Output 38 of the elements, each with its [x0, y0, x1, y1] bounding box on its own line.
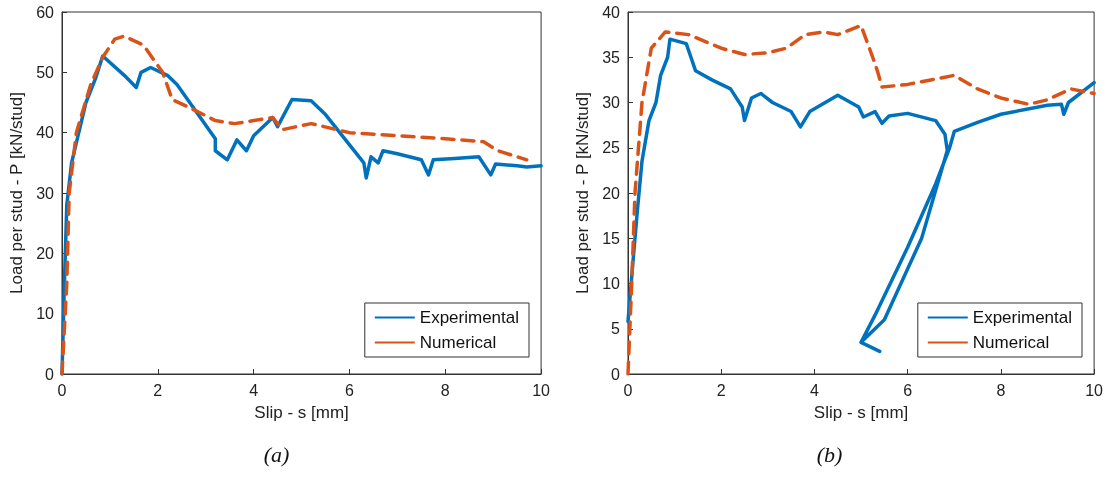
- x-tick-label: 8: [440, 381, 450, 399]
- y-tick-label: 60: [36, 3, 55, 21]
- y-tick-label: 5: [611, 320, 621, 338]
- y-tick-label: 30: [36, 184, 55, 202]
- y-tick-label: 20: [36, 244, 55, 262]
- y-tick-label: 30: [602, 94, 621, 111]
- y-tick-label: 0: [45, 365, 55, 383]
- legend-label: Experimental: [972, 308, 1073, 327]
- x-tick-label: 10: [1085, 381, 1104, 399]
- x-tick-label: 6: [345, 381, 355, 399]
- y-axis-title: Load per stud - P [kN/stud]: [7, 92, 27, 294]
- y-tick-label: 10: [36, 305, 55, 323]
- y-tick-label: 35: [602, 48, 621, 66]
- y-tick-label: 20: [602, 184, 621, 202]
- legend-label: Numerical: [972, 333, 1050, 352]
- legend-label: Numerical: [419, 333, 497, 352]
- x-axis-title: Slip - s [mm]: [813, 403, 909, 422]
- x-tick-label: 2: [153, 381, 163, 399]
- x-tick-label: 6: [903, 381, 913, 399]
- y-axis-title: Load per stud - P [kN/stud]: [573, 92, 593, 294]
- x-tick-label: 4: [249, 381, 259, 399]
- x-tick-label: 4: [809, 381, 819, 399]
- x-axis-title: Slip - s [mm]: [254, 403, 349, 422]
- text: (a): [263, 441, 290, 467]
- y-tick-label: 10: [602, 275, 621, 292]
- x-tick-label: 10: [532, 381, 551, 399]
- x-tick-label: 8: [996, 381, 1006, 399]
- x-tick-label: 0: [57, 381, 67, 399]
- y-tick-label: 25: [602, 139, 621, 157]
- y-tick-label: 50: [36, 63, 55, 81]
- x-tick-label: 0: [623, 381, 633, 399]
- x-tick-label: 2: [716, 381, 726, 399]
- legend-label: Experimental: [419, 308, 520, 327]
- text: (b): [816, 441, 843, 467]
- y-tick-label: 0: [611, 365, 621, 383]
- y-tick-label: 40: [602, 3, 621, 21]
- y-tick-label: 15: [602, 229, 621, 247]
- y-tick-label: 40: [36, 124, 55, 142]
